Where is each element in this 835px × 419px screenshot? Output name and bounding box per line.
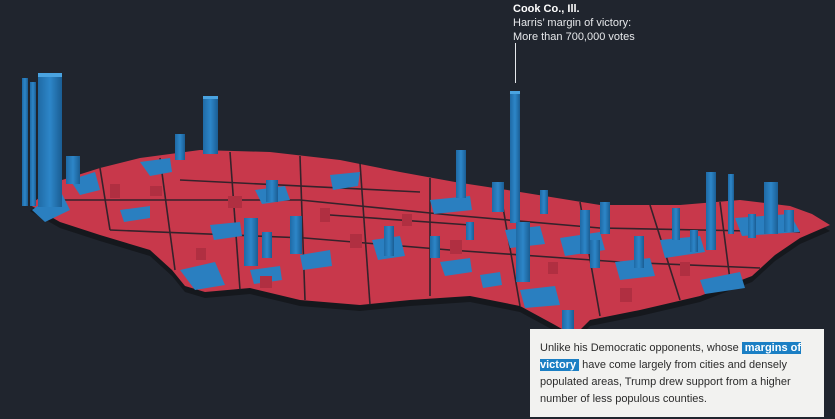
caption-card: Unlike his Democratic opponents, whose m…	[530, 329, 824, 417]
rep-margin-bars	[110, 184, 690, 302]
bar-cook-county	[510, 93, 520, 223]
annotation-line-1: Harris’ margin of victory:	[513, 17, 632, 29]
caption-text-after: have come largely from cities and densel…	[540, 359, 791, 405]
annotation-line-2: More than 700,000 votes	[513, 31, 635, 43]
dem-county-patches	[32, 158, 800, 308]
cook-county-annotation: Cook Co., Ill. Harris’ margin of victory…	[513, 2, 635, 44]
annotation-leader-line	[515, 43, 516, 83]
bar-los-angeles	[38, 75, 62, 207]
caption-text-before: Unlike his Democratic opponents, whose	[540, 342, 742, 354]
annotation-place: Cook Co., Ill.	[513, 3, 580, 15]
bar-bay-area	[22, 78, 28, 206]
bar-seattle	[203, 98, 218, 154]
dem-margin-bars	[22, 73, 794, 330]
